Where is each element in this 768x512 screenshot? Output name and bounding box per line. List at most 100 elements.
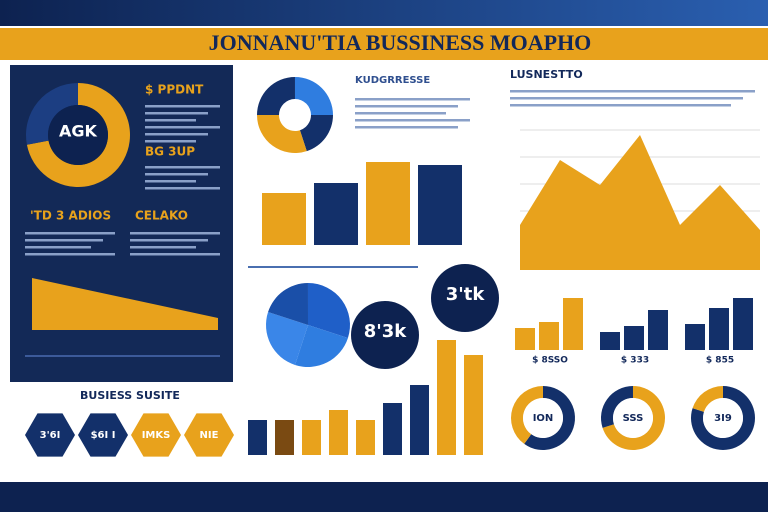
bar — [418, 165, 462, 245]
baseline — [25, 355, 220, 357]
bar — [410, 385, 429, 455]
donut-slice — [524, 386, 575, 450]
text-lines — [355, 105, 458, 108]
mini-label: $ 855 — [706, 356, 734, 366]
donut-slice — [295, 325, 348, 367]
bar — [464, 355, 483, 455]
panel-label: BG 3UP — [145, 145, 195, 159]
bar — [356, 420, 375, 455]
bar — [366, 162, 410, 245]
bar — [600, 332, 620, 350]
donut-slice — [257, 77, 295, 116]
text-lines — [145, 173, 208, 176]
donut-hole — [703, 398, 743, 438]
hexagon — [184, 413, 234, 457]
text-lines — [355, 126, 458, 129]
donut-slice — [690, 386, 755, 450]
bar — [275, 420, 294, 455]
section-title: KUDGRRESSE — [355, 75, 430, 86]
donut-slice — [295, 77, 333, 115]
content: AGK $ PPDNT BG 3UP 'TD 3 ADIOS CELAKO KUDGRRE… — [25, 68, 760, 457]
text-lines — [355, 112, 446, 115]
badge — [431, 264, 499, 332]
text-lines — [355, 119, 470, 122]
text-lines — [145, 126, 220, 129]
text-lines — [25, 239, 103, 242]
donut-label: ION — [533, 413, 554, 424]
donut-label: 3I9 — [714, 413, 732, 424]
bar — [648, 310, 668, 350]
title-banner — [0, 28, 768, 60]
bar — [539, 322, 559, 350]
badge-label: 3'tk — [446, 284, 486, 305]
area — [520, 135, 760, 270]
hexagon-label: NIE — [200, 430, 219, 441]
text-lines — [145, 119, 196, 122]
text-lines — [510, 104, 731, 107]
bar — [515, 328, 535, 350]
hexagon-label: 3'6I — [40, 430, 61, 441]
donut-slice — [308, 283, 350, 338]
text-lines — [130, 253, 220, 256]
donut-label: SSS — [623, 413, 644, 424]
bar — [329, 410, 348, 455]
donut-slice — [299, 114, 334, 152]
text-lines — [25, 253, 115, 256]
text-lines — [130, 239, 208, 242]
bar — [709, 308, 729, 350]
bottom-band — [0, 482, 768, 512]
title: JONNANU'TIA BUSSINESS MOAPHO — [209, 30, 592, 55]
panel-label: CELAKO — [135, 209, 188, 223]
bar — [248, 420, 267, 455]
text-lines — [510, 97, 743, 100]
area-shape — [32, 278, 218, 330]
hexagon-label: IMKS — [142, 430, 171, 441]
donut-slice — [602, 386, 666, 450]
donut-hole — [523, 398, 563, 438]
donut-slice — [26, 83, 130, 187]
hexagon — [25, 413, 75, 457]
top-band — [0, 0, 768, 26]
donut-slice — [511, 386, 543, 444]
text-lines — [145, 166, 220, 169]
text-lines — [25, 232, 115, 235]
bar — [563, 298, 583, 350]
text-lines — [130, 232, 220, 235]
section-title: LUSNESTTO — [510, 68, 583, 81]
panel-label: $ PPDNT — [145, 83, 204, 97]
bar — [685, 324, 705, 350]
mini-label: $ 333 — [621, 356, 649, 366]
text-lines — [25, 246, 91, 249]
hexagon — [78, 413, 128, 457]
text-lines — [145, 133, 208, 136]
badge — [351, 301, 419, 369]
donut-hole — [613, 398, 653, 438]
bar — [302, 420, 321, 455]
section-title: BUSIESS SUSITE — [80, 389, 180, 402]
text-lines — [130, 246, 196, 249]
text-lines — [145, 180, 196, 183]
axis — [248, 266, 418, 268]
donut-slice — [25, 83, 78, 145]
mini-label: $ 8SSO — [532, 356, 568, 366]
panel-label: 'TD 3 ADIOS — [30, 209, 111, 223]
donut-label: AGK — [59, 122, 98, 141]
bar — [733, 298, 753, 350]
badge-label: 8'3k — [364, 321, 408, 342]
donut-slice — [601, 386, 633, 428]
donut-slice — [266, 312, 308, 365]
donut-slice — [268, 283, 308, 325]
text-lines — [355, 98, 470, 101]
bar — [262, 193, 306, 245]
donut-slice — [257, 115, 307, 153]
donut-slice — [692, 386, 723, 412]
bar — [624, 326, 644, 350]
hexagon — [131, 413, 181, 457]
text-lines — [145, 140, 196, 143]
text-lines — [145, 187, 220, 190]
bar — [437, 340, 456, 455]
donut-hole — [48, 105, 108, 165]
bar — [314, 183, 358, 245]
bar — [383, 403, 402, 455]
